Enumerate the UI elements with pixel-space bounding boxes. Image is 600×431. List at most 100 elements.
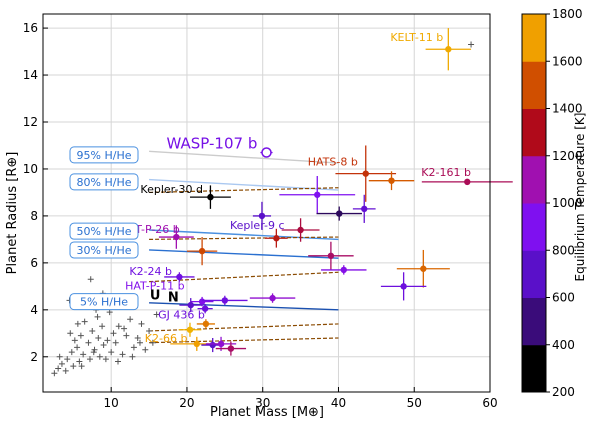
x-tick-label: 40 — [331, 396, 346, 410]
planet-point — [420, 265, 427, 272]
x-tick-label: 60 — [482, 396, 497, 410]
small-planet-point — [76, 358, 83, 365]
colorbar-tick-label: 1200 — [552, 149, 583, 163]
planet-point — [217, 340, 225, 348]
y-tick-label: 10 — [23, 162, 38, 176]
colorbar-tick-label: 600 — [552, 291, 575, 305]
planet-point — [201, 305, 209, 312]
small-planet-point — [58, 360, 65, 367]
model-label: 95% H/He — [77, 149, 132, 162]
small-planet-point — [56, 353, 63, 360]
small-planet-point — [108, 349, 115, 356]
planet-point — [297, 226, 304, 234]
planet-label: GJ 436 b — [158, 309, 205, 322]
dashed-model-curve — [149, 271, 339, 283]
small-planet-point — [62, 367, 69, 374]
colorbar-segment — [522, 250, 546, 298]
small-planet-point — [78, 363, 85, 370]
model-curve — [149, 150, 339, 164]
model-label-box — [69, 241, 139, 259]
y-tick-label: 6 — [30, 256, 38, 270]
small-planet-point — [146, 327, 153, 334]
small-planet-point — [121, 325, 128, 332]
planet-point — [198, 247, 206, 255]
planet-point — [193, 340, 200, 348]
small-planet-point — [153, 311, 160, 318]
planet-label: HATS-8 b — [308, 156, 358, 169]
planet-point — [209, 341, 216, 349]
small-planet-point — [129, 353, 136, 360]
small-planet-point — [90, 349, 97, 356]
x-tick-label: 30 — [255, 396, 270, 410]
small-planet-point — [134, 335, 141, 341]
planet-point — [464, 178, 471, 186]
small-planet-point — [468, 41, 475, 48]
colorbar-tick-label: 400 — [552, 338, 575, 352]
small-planet-point — [85, 339, 92, 346]
y-tick-label: 2 — [30, 350, 38, 364]
dashed-model-curve — [149, 337, 339, 344]
model-label-box — [69, 173, 139, 191]
small-planet-point — [100, 342, 107, 349]
planet-point — [340, 266, 347, 274]
planet-point — [314, 191, 321, 198]
colorbar-tick-label: 1600 — [552, 54, 583, 68]
small-planet-point — [142, 346, 149, 353]
planet-label: Kepler-9 c — [230, 219, 285, 232]
colorbar-segment — [522, 108, 546, 157]
planet-point — [173, 233, 180, 241]
small-planet-point — [55, 365, 62, 372]
planet-point — [388, 177, 395, 184]
small-planet-point — [89, 327, 96, 334]
y-tick-label: 8 — [30, 209, 38, 223]
x-tick-label: 20 — [179, 396, 194, 410]
planet-label: K2-161 b — [421, 166, 471, 179]
planet-label: K2-24 b — [129, 265, 172, 278]
y-tick-label: 12 — [23, 115, 38, 129]
small-planet-point — [115, 323, 122, 330]
colorbar-tick-label: 800 — [552, 243, 575, 257]
planet-point — [186, 326, 194, 333]
small-planet-point — [127, 316, 134, 323]
colorbar-tick-label: 1400 — [552, 102, 583, 116]
small-planet-point — [77, 332, 84, 339]
solar-planet-annotation: N — [168, 291, 179, 306]
model-curve — [149, 302, 339, 311]
model-label: 30% H/He — [77, 244, 132, 257]
dashed-model-curve — [149, 323, 339, 332]
planet-point — [258, 212, 266, 220]
colorbar-segment — [522, 203, 546, 251]
small-planet-point — [123, 332, 130, 339]
colorbar-segment — [522, 344, 546, 393]
small-planet-point — [102, 356, 109, 363]
model-label: 80% H/He — [77, 176, 132, 189]
small-planet-point — [96, 353, 103, 360]
small-planet-point — [136, 339, 143, 346]
small-planet-point — [71, 337, 78, 344]
planet-label: K2-66 b — [145, 332, 188, 345]
small-planet-point — [119, 351, 126, 358]
model-label: 50% H/He — [77, 225, 132, 238]
planet-label: Kepler-30 d — [140, 183, 203, 196]
small-planet-point — [95, 335, 102, 341]
colorbar-segment — [522, 61, 546, 109]
planet-point — [361, 205, 368, 213]
colorbar: 200 400 600 800 1000 1200 1400 1600 1800 — [521, 7, 583, 399]
small-planet-point — [87, 276, 94, 283]
small-planet-point — [74, 320, 81, 327]
planet-point — [198, 298, 206, 305]
small-planet-point — [86, 356, 93, 363]
small-planet-point — [115, 358, 122, 365]
planet-label: HAT-P-11 b — [125, 280, 184, 293]
plot-frame — [42, 13, 491, 393]
small-planet-point — [130, 344, 137, 351]
planet-point — [261, 147, 272, 158]
small-planet-point — [74, 344, 81, 351]
x-axis-label: Planet Mass [M⊕] — [210, 405, 324, 420]
small-planet-point — [112, 339, 119, 346]
planet-point — [400, 283, 407, 290]
planet-point — [176, 273, 183, 281]
plot-area: KELT-11 b WASP-107 b HATS-8 b K2-161 b Keple… — [43, 14, 513, 392]
small-planet-point — [68, 349, 75, 356]
